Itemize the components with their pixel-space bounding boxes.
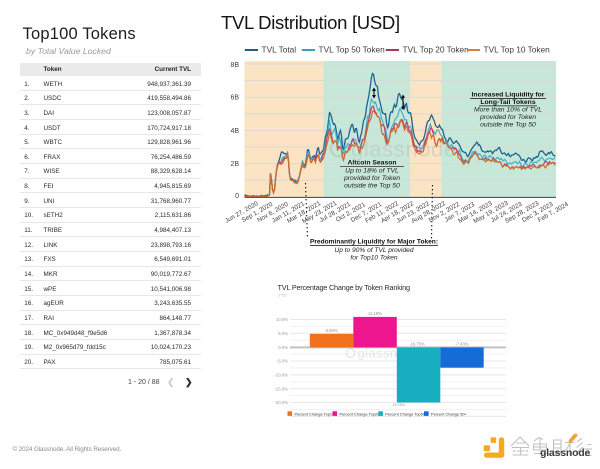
svg-text:-15.0%: -15.0% bbox=[274, 386, 288, 391]
svg-text:glassnode: glassnode bbox=[540, 447, 590, 459]
svg-text:-19.75%: -19.75% bbox=[391, 403, 405, 407]
svg-text:8B: 8B bbox=[230, 62, 239, 69]
svg-text:More than 10% of TVL: More than 10% of TVL bbox=[474, 107, 542, 114]
svg-text:Percent Change Top10: Percent Change Top10 bbox=[295, 411, 336, 416]
svg-text:for Top10 Token: for Top10 Token bbox=[350, 254, 398, 261]
svg-text:Percent Change Top50: Percent Change Top50 bbox=[385, 411, 426, 416]
svg-text:5.09%: 5.09% bbox=[326, 328, 338, 333]
svg-text:10.0%: 10.0% bbox=[276, 317, 288, 322]
svg-text:TVL Total: TVL Total bbox=[262, 45, 297, 55]
svg-text:-19.75%: -19.75% bbox=[409, 342, 425, 347]
svg-text:TVL Top 10 Token: TVL Top 10 Token bbox=[484, 45, 551, 55]
svg-text:Up to 90% of TVL provided: Up to 90% of TVL provided bbox=[334, 247, 413, 254]
svg-text:-5.0%: -5.0% bbox=[277, 359, 288, 364]
svg-text:0: 0 bbox=[235, 193, 239, 200]
svg-text:outside the Top 50: outside the Top 50 bbox=[344, 182, 400, 189]
svg-text:outside the Top 50: outside the Top 50 bbox=[480, 122, 536, 129]
svg-text:2B: 2B bbox=[230, 161, 239, 168]
svg-text:11.19%: 11.19% bbox=[368, 311, 382, 316]
svg-text:-20.0%: -20.0% bbox=[274, 400, 288, 405]
svg-text:TVL Top 20 Token: TVL Top 20 Token bbox=[403, 45, 470, 55]
svg-text:4B: 4B bbox=[230, 128, 239, 135]
svg-text:-7.43%: -7.43% bbox=[455, 342, 469, 347]
svg-text:Percent Change 50+: Percent Change 50+ bbox=[431, 411, 468, 416]
svg-text:TVL Top 50 Token: TVL Top 50 Token bbox=[319, 45, 386, 55]
svg-text:Predominantly Liquidity for Ma: Predominantly Liquidity for Major Token: bbox=[310, 239, 438, 246]
svg-text:0.0%: 0.0% bbox=[278, 345, 288, 350]
svg-text:provided for Token: provided for Token bbox=[479, 114, 536, 121]
svg-text:5.0%: 5.0% bbox=[278, 331, 288, 336]
svg-text:Altcoin Season: Altcoin Season bbox=[347, 160, 396, 167]
svg-text:Up to 18% of TVL: Up to 18% of TVL bbox=[345, 167, 399, 174]
svg-text:Percent Change Top20: Percent Change Top20 bbox=[340, 411, 381, 416]
svg-text:Long-Tail Tokens: Long-Tail Tokens bbox=[480, 99, 535, 106]
svg-text:provided for Token: provided for Token bbox=[343, 175, 400, 182]
svg-text:6B: 6B bbox=[230, 95, 239, 102]
svg-text:Increased Liquidity for: Increased Liquidity for bbox=[472, 92, 545, 99]
svg-text:-10.0%: -10.0% bbox=[274, 373, 288, 378]
